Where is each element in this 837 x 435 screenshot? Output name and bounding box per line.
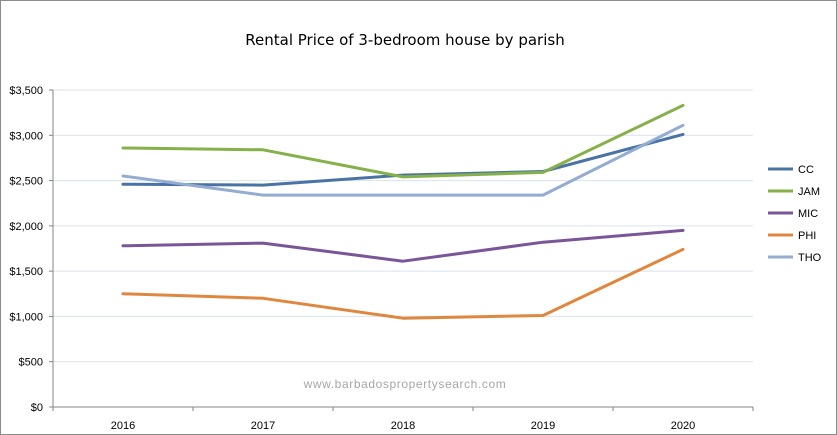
y-tick-label: $2,000 [9, 221, 43, 233]
legend-label-tho: THO [798, 252, 822, 264]
axes [52, 90, 753, 408]
y-tick-label: $3,000 [9, 130, 43, 142]
series-line-jam [121, 103, 685, 179]
series-line-mic [121, 228, 685, 263]
legend-label-cc: CC [798, 164, 814, 176]
y-tick-label: $3,500 [9, 85, 43, 97]
legend: CC JAM MIC PHI THO [768, 164, 822, 264]
x-tick-label: 2017 [251, 420, 275, 432]
series-line-cc [121, 132, 685, 187]
legend-label-mic: MIC [798, 208, 818, 220]
x-tick-label: 2020 [671, 420, 695, 432]
x-tick-label: 2016 [111, 420, 135, 432]
y-tick-label: $500 [19, 357, 43, 369]
y-tick-label: $1,000 [9, 311, 43, 323]
series-lines [121, 103, 685, 320]
x-tick-label: 2018 [391, 420, 415, 432]
y-tick-label: $1,500 [9, 266, 43, 278]
series-line-phi [121, 247, 685, 320]
legend-label-jam: JAM [798, 186, 820, 198]
legend-label-phi: PHI [798, 230, 816, 242]
y-tick-label: $2,500 [9, 176, 43, 188]
x-tick-label: 2019 [531, 420, 555, 432]
gridlines [53, 89, 753, 363]
chart-title: Rental Price of 3-bedroom house by paris… [245, 31, 564, 49]
y-axis-ticks: $0 $500 $1,000 $1,500 $2,000 $2,500 $3,000 $3,5… [9, 85, 53, 414]
y-tick-label: $0 [31, 402, 43, 414]
x-axis-ticks: 2016 2017 2018 2019 2020 [52, 407, 754, 432]
series-line-tho [121, 123, 685, 197]
watermark: www.barbadospropertysearch.com [303, 377, 507, 391]
